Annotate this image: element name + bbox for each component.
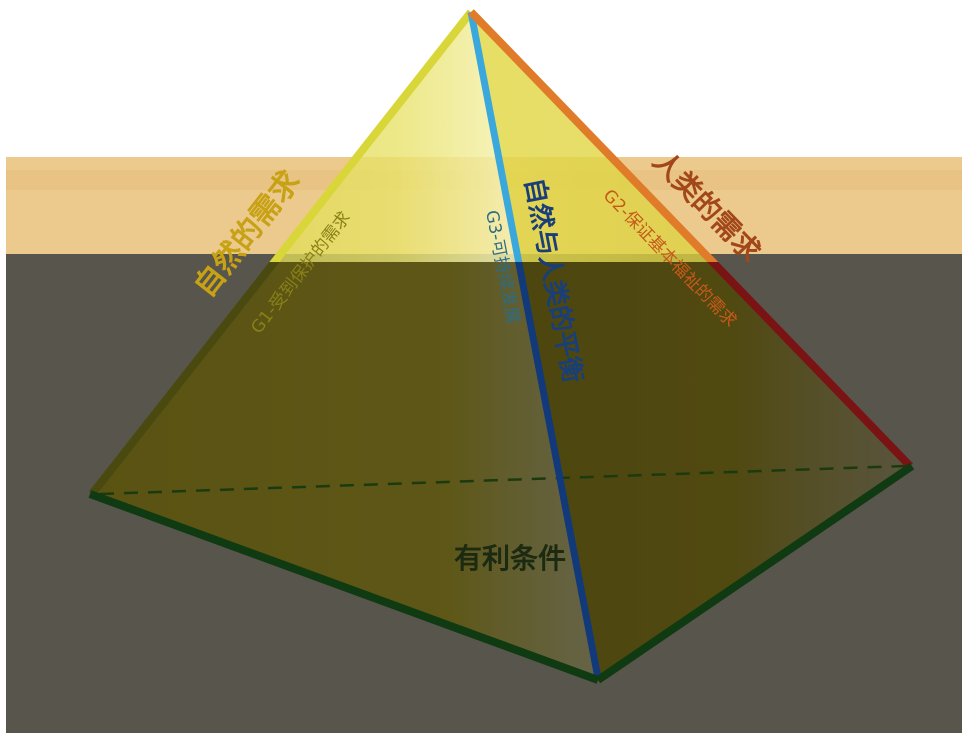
edge-nature-lower bbox=[88, 262, 280, 497]
edge-balance bbox=[467, 11, 523, 262]
edge-human bbox=[468, 9, 719, 262]
edge-nature bbox=[269, 9, 475, 262]
edge-balance-lower bbox=[515, 262, 602, 679]
label-favorable-conditions: 有利条件 bbox=[454, 542, 566, 575]
edge-base-left bbox=[88, 490, 600, 684]
face-left-lower bbox=[92, 262, 598, 678]
edge-human-lower bbox=[707, 262, 913, 469]
edge-base-right bbox=[595, 462, 915, 684]
face-left bbox=[274, 12, 519, 262]
